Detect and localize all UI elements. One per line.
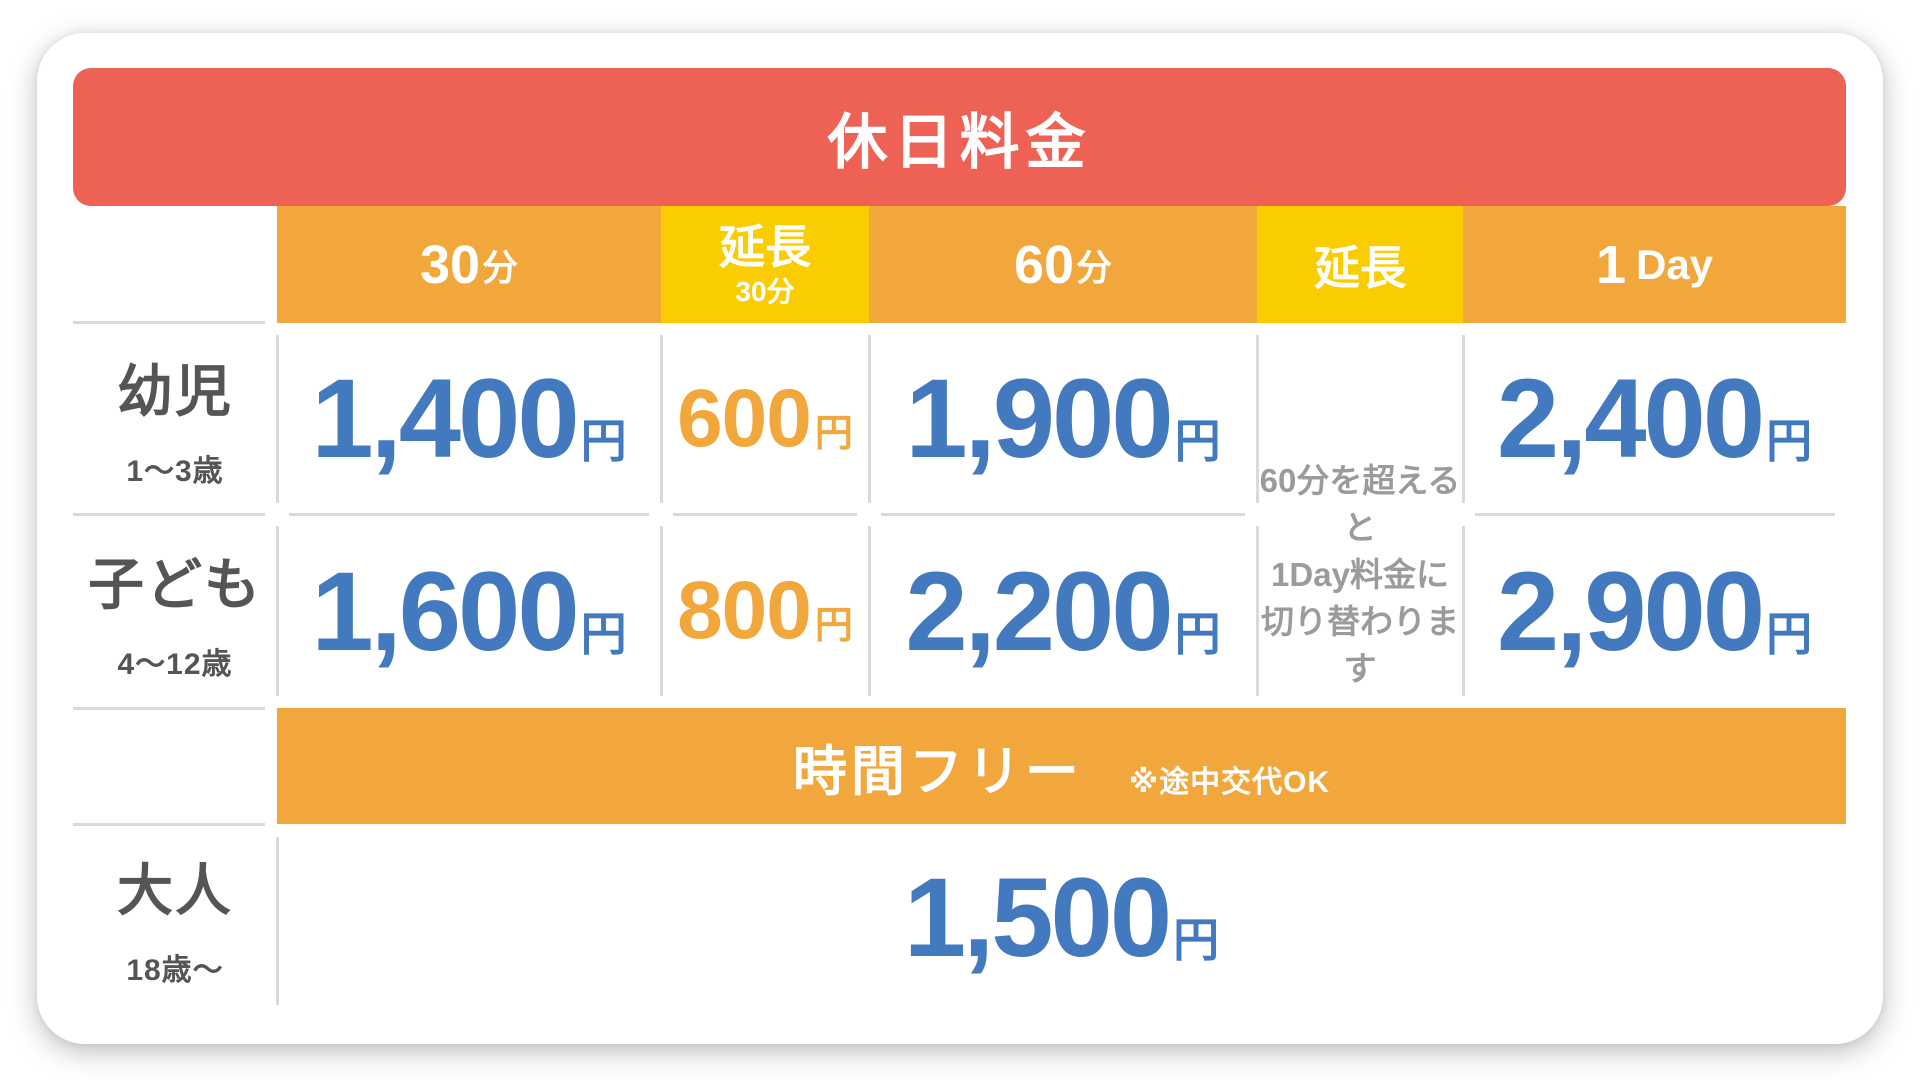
divider [881,513,1245,516]
cell-child-extension30: 800 円 [661,514,869,708]
yen-suffix: 円 [580,415,627,467]
cell-infant-30min: 1,400 円 [277,323,661,514]
divider [673,513,857,516]
cell-child-60min: 2,200 円 [869,514,1257,708]
divider [73,707,265,710]
free-time-band: 時間フリー ※途中交代OK [277,708,1846,824]
free-time-note: ※途中交代OK [1128,766,1331,799]
yen-suffix: 円 [1766,415,1813,467]
row-label-adult-age: 18歳〜 [126,953,224,987]
row-label-adult: 大人 18歳〜 [73,824,277,1010]
page-title: 休日料金 [827,108,1092,176]
divider [289,513,649,516]
cell-infant-60min: 1,900 円 [869,323,1257,514]
divider [276,837,279,1005]
header-1day-number: 1 [1595,234,1626,295]
divider [276,526,279,696]
row-label-child: 子ども 4〜12歳 [73,514,277,708]
yen-suffix: 円 [814,412,853,455]
price-value: 2,900 [1496,548,1765,674]
note-line: 切り替わります [1261,602,1459,687]
divider [868,526,871,696]
cell-child-1day: 2,900 円 [1463,514,1846,708]
cell-infant-extension30: 600 円 [661,323,869,514]
yen-suffix: 円 [580,607,627,660]
note-line: 1Day料金に [1271,556,1449,594]
divider [1256,335,1259,503]
cell-adult-freetime: 1,500 円 [277,824,1846,1010]
yen-suffix: 円 [1173,913,1220,966]
price-value: 1,900 [905,356,1173,481]
divider [1462,526,1465,696]
divider [1256,526,1259,696]
divider [1475,513,1835,516]
price-value: 2,200 [905,548,1173,674]
header-ext30-label: 延長 [719,220,811,273]
row-label-infant-age: 1〜3歳 [126,455,224,488]
divider [660,335,663,503]
pricing-card: 休日料金 30 分 延長 30分 60 分 延長 1 Day 幼児 1〜3歳 [37,33,1883,1044]
yen-suffix: 円 [1174,415,1221,467]
price-value: 2,400 [1496,356,1765,481]
column-header-30min: 30 分 [277,206,661,323]
divider [73,823,265,826]
column-header-extension-30min: 延長 30分 [661,206,869,323]
yen-suffix: 円 [1174,607,1221,660]
price-value: 800 [677,565,812,656]
column-header-1day: 1 Day [1463,206,1846,323]
row-label-infant: 幼児 1〜3歳 [73,323,277,514]
title-bar: 休日料金 [73,68,1846,206]
header-60-number: 60 [1013,234,1075,295]
yen-suffix: 円 [1766,607,1813,660]
row-label-infant-name: 幼児 [117,360,233,423]
header-30-number: 30 [419,234,481,295]
header-1day-unit: Day [1635,240,1714,288]
divider [868,335,871,503]
cell-infant-1day: 2,400 円 [1463,323,1846,514]
price-value: 1,500 [903,854,1172,980]
free-time-label: 時間フリー [792,741,1083,802]
divider [73,513,265,516]
header-60-unit: 分 [1076,246,1113,288]
note-line: 60分を超えると [1259,462,1461,547]
header-30-unit: 分 [482,246,519,288]
price-value: 1,400 [311,356,579,481]
row-label-adult-name: 大人 [117,858,233,922]
price-value: 600 [677,372,812,464]
column-header-extension: 延長 [1257,206,1463,323]
divider [660,526,663,696]
divider [276,335,279,503]
price-value: 1,600 [311,548,579,674]
cell-child-30min: 1,600 円 [277,514,661,708]
note-over-60min-switch: 60分を超えると 1Day料金に 切り替わります [1257,323,1463,708]
header-ext30-sub: 30分 [735,275,795,307]
row-label-child-name: 子ども [88,552,262,616]
divider [73,321,265,324]
column-header-60min: 60 分 [869,206,1257,323]
row-label-child-age: 4〜12歳 [117,647,233,681]
divider [1462,335,1465,503]
yen-suffix: 円 [814,605,853,647]
header-ext-label: 延長 [1314,241,1406,294]
